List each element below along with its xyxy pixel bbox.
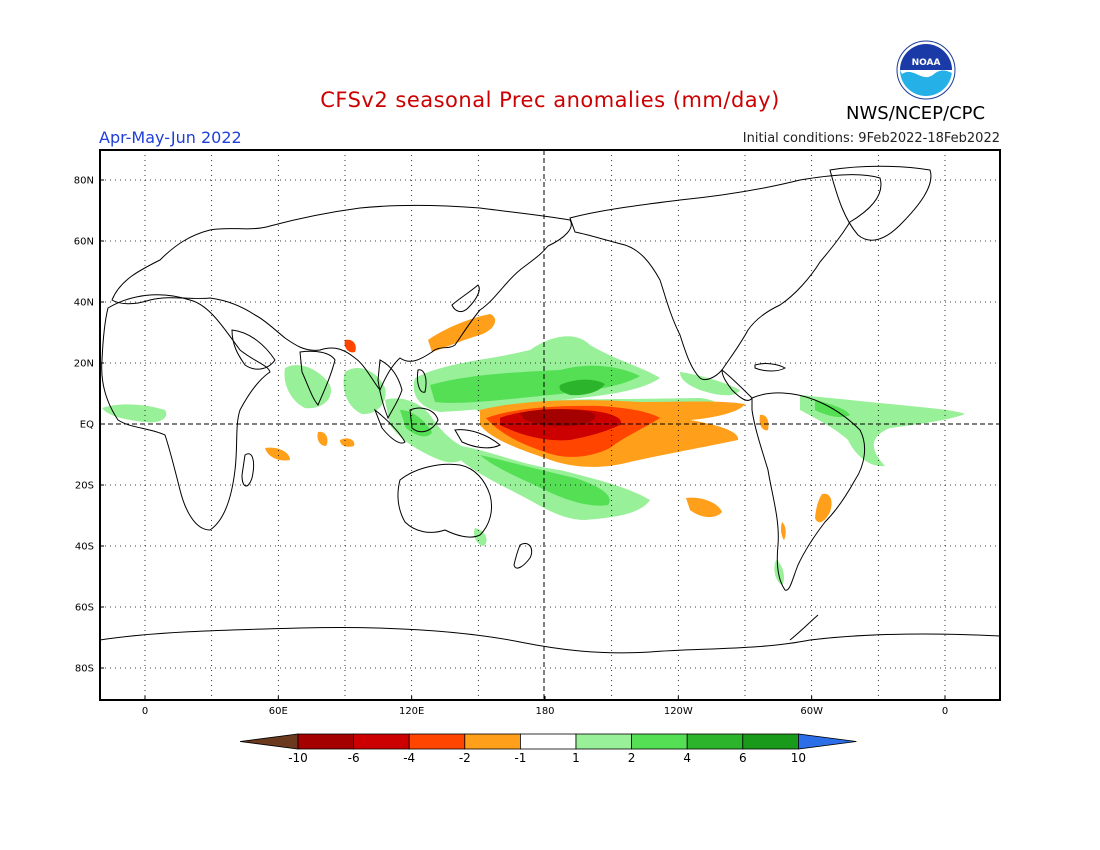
colorbar-segment xyxy=(464,733,521,750)
latitude-label: 60S xyxy=(75,603,94,614)
colorbar-tick-label: 1 xyxy=(572,751,580,765)
anomaly-wet-heavy-pacific xyxy=(559,379,605,396)
colorbar-segment xyxy=(742,733,799,750)
season-label: Apr-May-Jun 2022 xyxy=(99,128,242,147)
latitude-tick-labels: 80N 60N 40N 20N EQ 20S 40S 60S 80S xyxy=(74,176,104,675)
coastline-greenland xyxy=(829,165,932,241)
colorbar-tick-label: 6 xyxy=(739,751,747,765)
coastline-new-zealand xyxy=(513,543,533,569)
noaa-logo: NOAA xyxy=(896,40,956,100)
coastline-antarctic-peninsula xyxy=(789,614,819,641)
anomaly-dry-moderate-bay xyxy=(344,339,356,353)
anomaly-wet-light-patagonia xyxy=(774,560,784,585)
coastline-new-guinea xyxy=(454,429,501,449)
colorbar-tick-label: -10 xyxy=(288,751,308,765)
colorbar-segment xyxy=(297,733,354,750)
colorbar-segment xyxy=(408,733,466,750)
longitude-label: 180 xyxy=(535,706,554,717)
coastline-africa xyxy=(101,294,271,531)
latitude-label: 40N xyxy=(74,298,94,309)
longitude-label: 120E xyxy=(399,706,424,717)
coastline-madagascar xyxy=(241,453,255,487)
coastline-philippines xyxy=(417,369,427,393)
anomaly-wet-medium-south-pacific xyxy=(480,455,610,506)
colorbar-segment xyxy=(631,733,688,750)
coastline-australia xyxy=(397,463,493,538)
colorbar-segment xyxy=(520,733,577,750)
longitude-label: 60W xyxy=(800,706,823,717)
longitude-label: 0 xyxy=(942,706,948,717)
latitude-label: 20N xyxy=(74,359,94,370)
latitude-label: 80S xyxy=(75,664,94,675)
longitude-label: 60E xyxy=(269,706,288,717)
latitude-label: 20S xyxy=(75,481,94,492)
colorbar-segment xyxy=(353,733,410,750)
latitude-label: 80N xyxy=(74,176,94,187)
anomaly-dry-extreme-pacific xyxy=(520,409,596,427)
anomaly-wet-light-australia-east xyxy=(474,528,487,546)
coastline-indochina xyxy=(377,359,403,420)
anomaly-dry-light-chile xyxy=(780,522,786,540)
coastline-japan xyxy=(451,284,480,313)
initial-conditions-label: Initial conditions: 9Feb2022-18Feb2022 xyxy=(742,131,1000,146)
anomaly-dry-light-indian-ocean-2 xyxy=(340,438,355,447)
anomaly-wet-light-africa xyxy=(102,404,167,423)
anomaly-dry-light-indian-ocean xyxy=(317,431,328,446)
anomaly-dry-light-south-america xyxy=(815,493,832,523)
coastline-antarctica xyxy=(100,627,1000,654)
colorbar-tick-label: -2 xyxy=(459,751,471,765)
anomaly-dry-light-north-pacific xyxy=(428,314,496,352)
colorbar-arrow-low xyxy=(239,733,299,750)
coastline-borneo xyxy=(409,407,439,433)
longitude-label: 0 xyxy=(142,706,148,717)
latitude-label: 40S xyxy=(75,542,94,553)
coastlines xyxy=(100,165,1000,654)
longitude-tick-labels: 0 60E 120E 180 120W 60W 0 xyxy=(142,696,948,717)
logo-text: NOAA xyxy=(912,58,941,68)
anomaly-shading xyxy=(102,314,965,585)
colorbar-tick-label: 2 xyxy=(628,751,636,765)
colorbar-segment xyxy=(575,733,632,750)
coastline-south-america xyxy=(751,392,866,591)
colorbar-tick-label: -6 xyxy=(348,751,360,765)
chart-title: CFSv2 seasonal Prec anomalies (mm/day) xyxy=(320,88,780,112)
latitude-label: 60N xyxy=(74,237,94,248)
colorbar-tick-label: -4 xyxy=(403,751,415,765)
coastline-arabia xyxy=(231,329,276,370)
coastline-cuba xyxy=(754,363,787,372)
anomaly-dry-light-southeast-pacific xyxy=(686,497,722,518)
organization-label: NWS/NCEP/CPC xyxy=(846,103,986,124)
coastline-india xyxy=(299,350,336,406)
colorbar-tick-label: 4 xyxy=(683,751,691,765)
map-frame xyxy=(99,149,1001,701)
longitude-label: 120W xyxy=(664,706,693,717)
latitude-label: EQ xyxy=(80,420,94,431)
anomaly-wet-light-indian-ocean xyxy=(284,365,331,409)
colorbar-tick-label: 10 xyxy=(791,751,806,765)
coastline-sumatra xyxy=(373,408,406,444)
anomaly-wet-medium-pacific-north xyxy=(430,365,640,403)
colorbar-segment xyxy=(686,733,744,750)
anomaly-dry-light-indian-ocean-3 xyxy=(265,447,290,461)
colorbar: -10 -6 -4 -2 -1 1 2 4 6 10 xyxy=(239,733,857,765)
anomaly-wet-light-bay-of-bengal xyxy=(343,367,386,415)
colorbar-arrow-high xyxy=(798,733,857,750)
anomaly-wet-light-central-america xyxy=(680,372,740,396)
colorbar-tick-label: -1 xyxy=(514,751,526,765)
coastline-europe-asia xyxy=(111,204,572,391)
graticule xyxy=(100,150,1000,700)
coastline-central-america xyxy=(721,368,753,401)
anomaly-wet-medium-maritime xyxy=(400,410,432,437)
coastline-north-america xyxy=(569,174,882,381)
anomaly-dry-light-andes xyxy=(759,414,769,431)
